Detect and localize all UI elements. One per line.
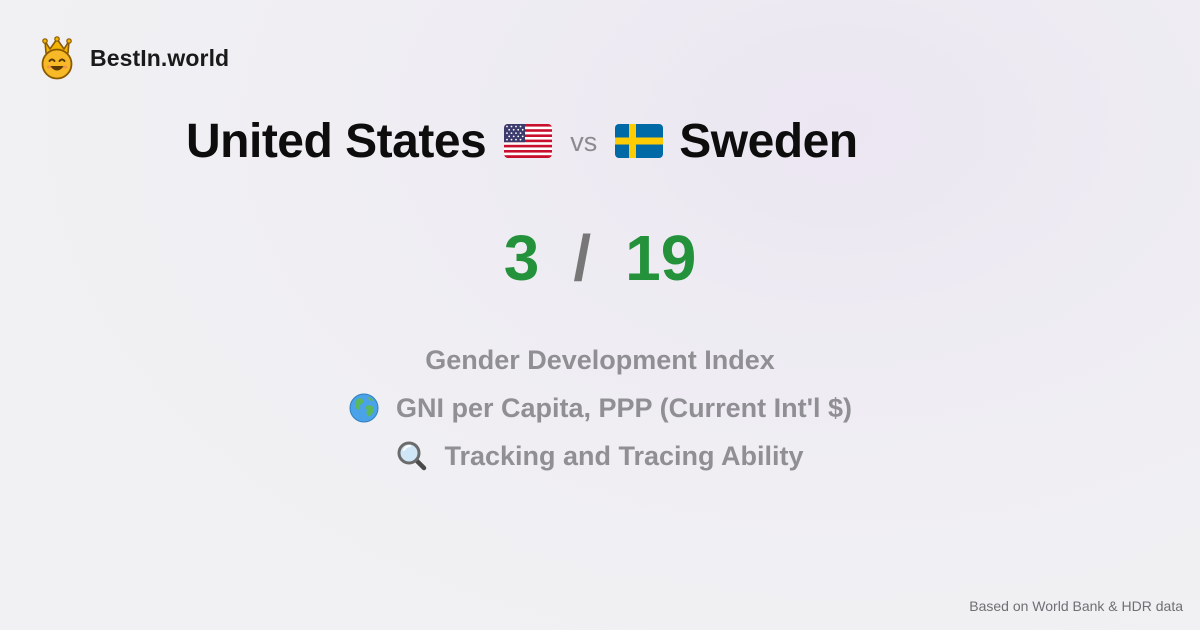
metric-label: Gender Development Index: [425, 344, 775, 375]
metric-item-gni-per-capita: GNI per Capita, PPP (Current Int'l $): [348, 384, 852, 432]
score-separator: /: [573, 222, 592, 294]
magnifying-glass-icon: [396, 440, 428, 472]
metrics-list: Gender Development Index GNI per Capita,…: [0, 336, 1200, 480]
sweden-flag-icon: [615, 124, 664, 158]
country-b-name: Sweden: [679, 114, 858, 168]
us-flag-icon: [504, 124, 553, 158]
globe-icon: [348, 392, 380, 424]
metric-label: Tracking and Tracing Ability: [444, 440, 804, 471]
crowned-smiley-icon: [38, 36, 76, 80]
comparison-title: United States vs: [186, 110, 858, 172]
brand-header[interactable]: BestIn.world: [38, 36, 229, 80]
vs-label: vs: [570, 126, 598, 157]
metric-label: GNI per Capita, PPP (Current Int'l $): [396, 392, 852, 423]
score-country-b: 19: [625, 222, 697, 294]
score-display: 3 / 19: [0, 218, 1200, 298]
data-source-note: Based on World Bank & HDR data: [969, 598, 1183, 614]
metric-item-tracking-and-tracing: Tracking and Tracing Ability: [396, 432, 804, 480]
metric-item-gender-development-index: Gender Development Index: [425, 336, 775, 384]
brand-name: BestIn.world: [90, 44, 230, 71]
score-country-a: 3: [503, 222, 540, 294]
country-a-name: United States: [186, 114, 487, 168]
